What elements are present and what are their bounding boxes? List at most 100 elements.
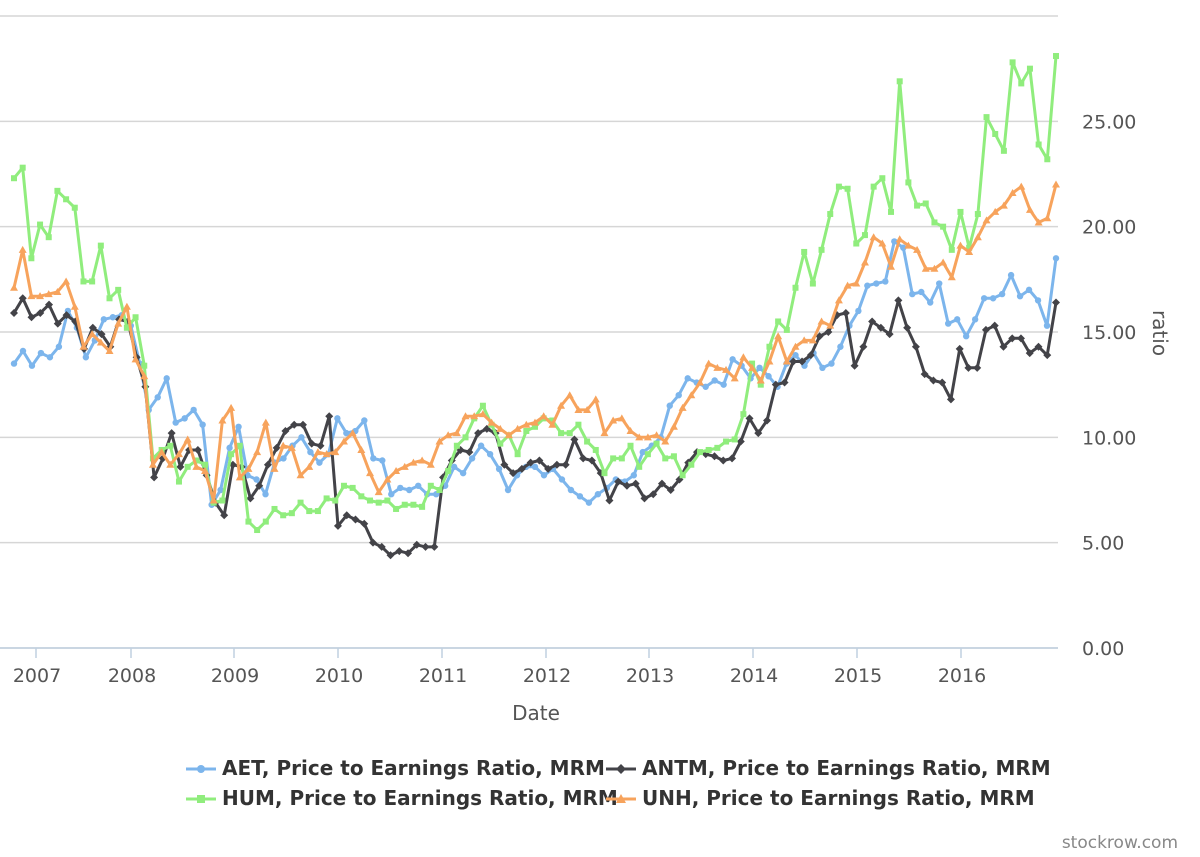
data-point (876, 323, 885, 332)
data-point (131, 355, 140, 363)
data-point (882, 278, 889, 285)
data-point (1018, 80, 1025, 87)
data-point (410, 501, 417, 508)
data-point (765, 357, 774, 365)
data-point (635, 433, 644, 441)
data-point (461, 412, 470, 420)
data-point (288, 510, 295, 517)
data-point (666, 486, 675, 494)
data-point (271, 505, 278, 512)
data-point (756, 376, 765, 384)
data-point (366, 469, 375, 477)
data-point (1052, 180, 1060, 188)
data-point (436, 487, 443, 493)
data-point (496, 424, 505, 432)
data-point (46, 354, 54, 361)
data-point (384, 497, 391, 504)
data-point (272, 443, 281, 452)
data-point (873, 280, 880, 287)
data-point (855, 307, 862, 315)
data-point (375, 499, 382, 506)
data-point (739, 353, 748, 361)
data-point (246, 494, 255, 503)
data-point (957, 208, 964, 215)
data-point (713, 363, 722, 371)
data-point (220, 511, 229, 520)
data-point (419, 503, 426, 510)
data-point (202, 461, 209, 468)
data-point (765, 373, 772, 380)
data-point (495, 465, 503, 473)
data-point (971, 316, 979, 323)
legend-label: HUM, Price to Earnings Ratio, MRM (222, 786, 618, 810)
data-point (695, 378, 704, 386)
data-point (566, 430, 573, 437)
data-point (936, 280, 943, 287)
data-point (377, 542, 386, 551)
data-point (782, 357, 791, 365)
data-point (192, 462, 201, 470)
data-point (470, 412, 479, 420)
legend-label: UNH, Price to Earnings Ratio, MRM (642, 786, 1035, 810)
legend-item[interactable]: UNH, Price to Earnings Ratio, MRM (606, 786, 1035, 810)
data-point (766, 343, 773, 350)
data-point (53, 287, 62, 295)
data-point (999, 201, 1008, 209)
data-point (864, 282, 871, 289)
data-point (610, 455, 617, 462)
data-point (383, 475, 392, 483)
data-point (19, 347, 27, 355)
data-point (789, 357, 798, 366)
data-point (1034, 218, 1043, 226)
gridlines (0, 15, 1058, 649)
data-point (754, 429, 763, 438)
series-4 (10, 180, 1060, 504)
data-point (818, 246, 825, 253)
data-point (106, 295, 113, 302)
data-point (749, 360, 756, 367)
legend-item[interactable]: ANTM, Price to Earnings Ratio, MRM (606, 756, 1051, 780)
data-point (175, 478, 182, 485)
credit-text[interactable]: stockrow.com (1062, 833, 1178, 853)
data-point (517, 464, 526, 473)
data-point (349, 484, 356, 491)
data-point (526, 458, 535, 467)
data-point (19, 164, 26, 171)
legend-item[interactable]: AET, Price to Earnings Ratio, MRM (186, 756, 605, 780)
x-tick-label: 2014 (730, 665, 778, 687)
data-point (771, 380, 780, 389)
data-point (209, 496, 218, 504)
data-point (280, 455, 287, 462)
data-point (280, 512, 287, 519)
series-1 (10, 238, 1060, 508)
legend-item[interactable]: HUM, Price to Earnings Ratio, MRM (186, 786, 618, 810)
data-point (28, 255, 35, 262)
data-point (561, 460, 570, 469)
data-point (837, 343, 844, 350)
data-point (815, 332, 824, 341)
data-point (853, 240, 860, 247)
data-point (504, 486, 512, 494)
series-3 (11, 53, 1059, 534)
data-point (617, 414, 626, 422)
y-tick-label: 20.00 (1082, 217, 1136, 239)
data-point (983, 114, 990, 121)
data-point (956, 241, 965, 249)
data-point (176, 462, 185, 471)
data-point (896, 78, 903, 85)
data-point (591, 395, 600, 403)
data-point (374, 488, 383, 496)
data-point (453, 442, 460, 449)
data-point (991, 207, 1000, 215)
data-point (965, 247, 974, 255)
data-point (736, 437, 745, 446)
data-point (426, 460, 435, 468)
data-point (395, 547, 404, 556)
data-point (316, 441, 325, 450)
data-point (1052, 255, 1060, 262)
data-point (96, 338, 105, 346)
data-point (100, 316, 108, 323)
data-point (920, 370, 929, 379)
series-layer (10, 53, 1060, 560)
